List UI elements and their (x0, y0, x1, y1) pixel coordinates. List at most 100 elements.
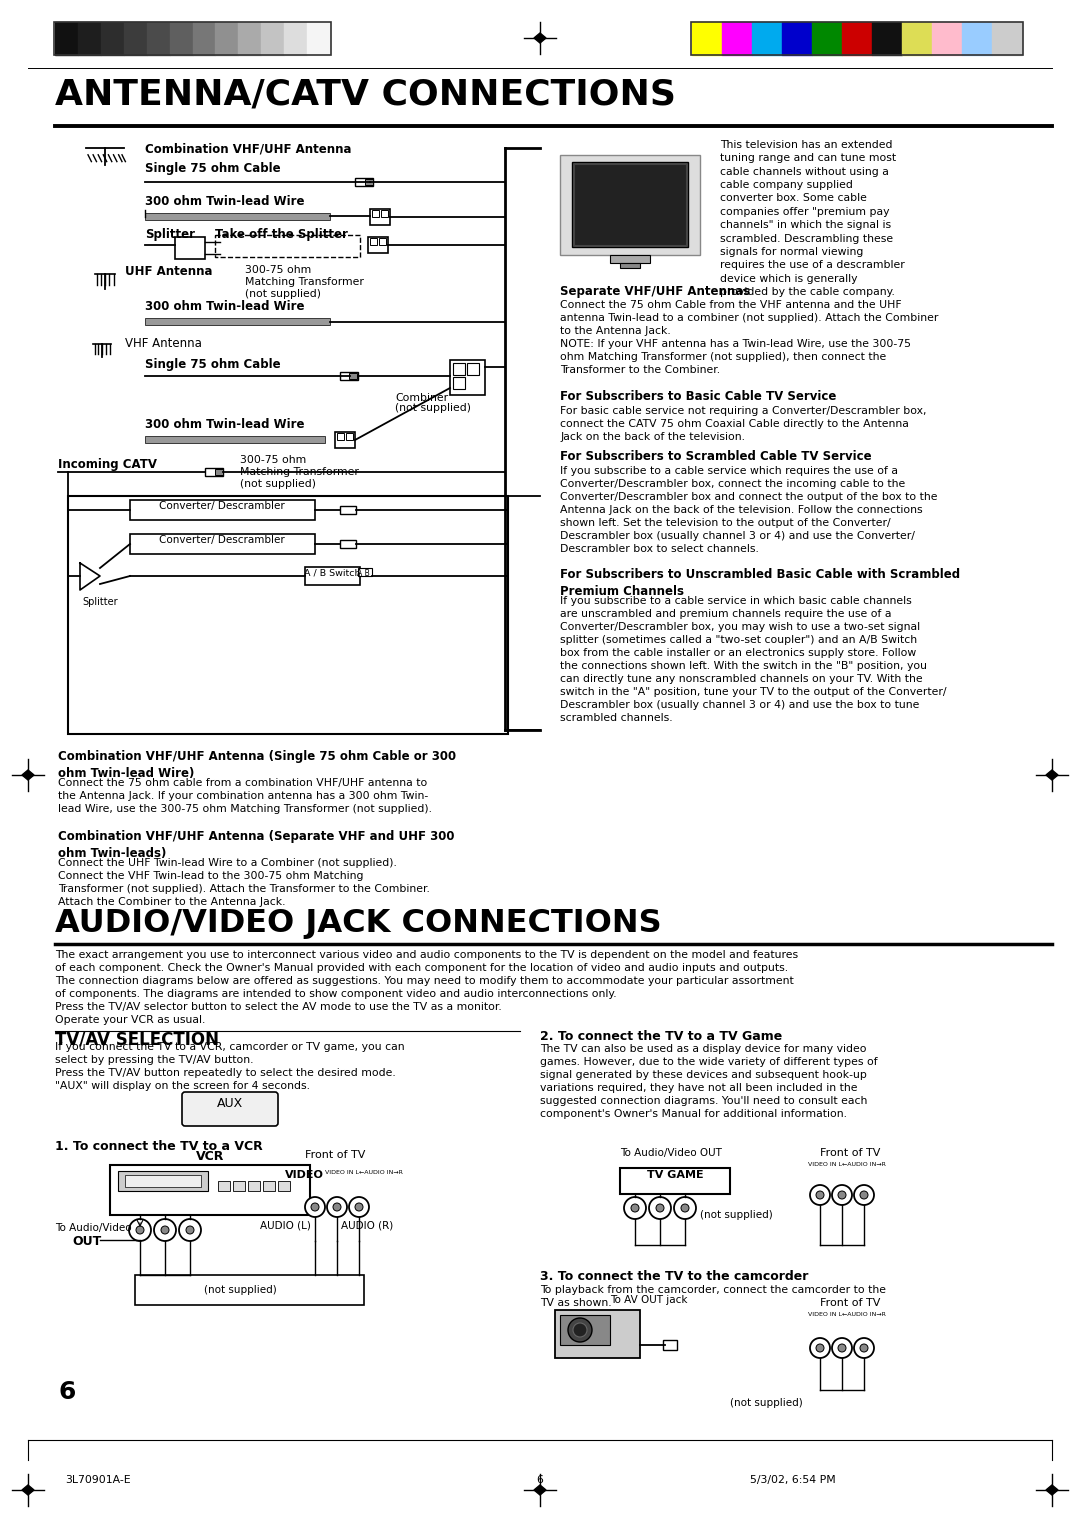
Bar (145, 318, 330, 325)
Circle shape (573, 1323, 588, 1337)
Text: VIDEO IN L←AUDIO IN→R: VIDEO IN L←AUDIO IN→R (808, 1313, 886, 1317)
Polygon shape (1047, 770, 1058, 779)
Text: Matching Transformer: Matching Transformer (245, 277, 364, 287)
Text: AUDIO (R): AUDIO (R) (341, 1221, 393, 1232)
Bar (812, 21, 842, 55)
Text: The connection diagrams below are offered as suggestions. You may need to modify: The connection diagrams below are offere… (55, 976, 794, 999)
Bar (147, 21, 170, 55)
Bar (782, 21, 812, 55)
Bar (145, 212, 330, 220)
Bar (842, 21, 872, 55)
Bar (752, 21, 782, 55)
Circle shape (349, 1196, 369, 1216)
Bar (723, 21, 752, 55)
FancyBboxPatch shape (183, 1093, 278, 1126)
Text: Incoming CATV: Incoming CATV (58, 458, 157, 471)
Text: To AV OUT jack: To AV OUT jack (610, 1296, 688, 1305)
Text: 6: 6 (58, 1380, 76, 1404)
Bar (130, 533, 315, 555)
Circle shape (186, 1225, 194, 1235)
Bar (130, 500, 315, 520)
Bar (145, 435, 325, 443)
Text: Connect the UHF Twin-lead Wire to a Combiner (not supplied).
Connect the VHF Twi: Connect the UHF Twin-lead Wire to a Comb… (58, 859, 430, 908)
Text: 300-75 ohm: 300-75 ohm (240, 455, 307, 465)
Bar (365, 179, 373, 185)
Bar (379, 238, 386, 244)
Bar (54, 21, 330, 55)
Bar (100, 21, 124, 55)
Circle shape (355, 1203, 363, 1212)
Circle shape (854, 1339, 874, 1358)
Bar (610, 255, 650, 263)
Bar (215, 469, 222, 475)
Bar (239, 21, 261, 55)
Bar (453, 364, 465, 374)
Text: (not supplied): (not supplied) (730, 1398, 802, 1407)
Text: 300 ohm Twin-lead Wire: 300 ohm Twin-lead Wire (145, 299, 305, 313)
Circle shape (832, 1186, 852, 1206)
Text: Converter/ Descrambler: Converter/ Descrambler (159, 501, 285, 510)
Bar (467, 364, 480, 374)
Text: Combination VHF/UHF Antenna: Combination VHF/UHF Antenna (145, 144, 351, 156)
Bar (305, 567, 360, 585)
Bar (340, 506, 356, 513)
Bar (381, 209, 388, 217)
Text: Splitter: Splitter (145, 228, 195, 241)
Bar (555, 1309, 640, 1358)
Bar (337, 432, 345, 440)
Bar (902, 21, 932, 55)
Circle shape (333, 1203, 341, 1212)
Bar (278, 1181, 291, 1190)
Bar (561, 1316, 610, 1345)
Text: For basic cable service not requiring a Converter/Descrambler box,
connect the C: For basic cable service not requiring a … (561, 406, 927, 442)
Circle shape (624, 1196, 646, 1219)
Text: The exact arrangement you use to interconnect various video and audio components: The exact arrangement you use to interco… (55, 950, 798, 973)
Circle shape (832, 1339, 852, 1358)
Bar (215, 235, 360, 257)
Bar (370, 209, 390, 225)
Bar (692, 21, 723, 55)
Text: Front of TV: Front of TV (820, 1148, 880, 1158)
Text: VIDEO IN L←AUDIO IN→R: VIDEO IN L←AUDIO IN→R (808, 1161, 886, 1167)
Bar (68, 497, 508, 733)
Bar (55, 21, 78, 55)
Polygon shape (534, 34, 546, 43)
Bar (691, 21, 1023, 55)
Text: VHF Antenna: VHF Antenna (125, 338, 202, 350)
Circle shape (161, 1225, 168, 1235)
Bar (110, 1164, 310, 1215)
Bar (135, 1274, 364, 1305)
Bar (205, 468, 222, 477)
Bar (872, 21, 902, 55)
Bar (357, 568, 372, 576)
Bar (962, 21, 993, 55)
Text: (not supplied): (not supplied) (700, 1210, 773, 1219)
Circle shape (179, 1219, 201, 1241)
Text: If you subscribe to a cable service in which basic cable channels
are unscramble: If you subscribe to a cable service in w… (561, 596, 946, 723)
Text: For Subscribers to Basic Cable TV Service: For Subscribers to Basic Cable TV Servic… (561, 390, 836, 403)
Bar (248, 1181, 260, 1190)
Text: 1. To connect the TV to a VCR: 1. To connect the TV to a VCR (55, 1140, 262, 1154)
Text: 6: 6 (537, 1475, 543, 1485)
Text: Combination VHF/UHF Antenna (Single 75 ohm Cable or 300
ohm Twin-lead Wire): Combination VHF/UHF Antenna (Single 75 o… (58, 750, 456, 779)
Text: (not supplied): (not supplied) (204, 1285, 276, 1296)
Bar (572, 162, 688, 248)
Text: AUX: AUX (217, 1097, 243, 1109)
Bar (335, 432, 355, 448)
Bar (264, 1181, 275, 1190)
Bar (233, 1181, 245, 1190)
Text: 2. To connect the TV to a TV Game: 2. To connect the TV to a TV Game (540, 1030, 782, 1044)
Bar (215, 21, 239, 55)
Text: If you connect the TV to a VCR, camcorder or TV game, you can
select by pressing: If you connect the TV to a VCR, camcorde… (55, 1042, 405, 1065)
Text: Converter/ Descrambler: Converter/ Descrambler (159, 535, 285, 545)
Bar (175, 237, 205, 260)
Text: For Subscribers to Unscrambled Basic Cable with Scrambled
Premium Channels: For Subscribers to Unscrambled Basic Cab… (561, 568, 960, 597)
Text: A / B Switch: A / B Switch (303, 568, 361, 578)
Text: TV/AV SELECTION: TV/AV SELECTION (55, 1030, 219, 1048)
Text: Combiner: Combiner (395, 393, 448, 403)
Bar (663, 1340, 677, 1351)
Text: Combination VHF/UHF Antenna (Separate VHF and UHF 300
ohm Twin-leads): Combination VHF/UHF Antenna (Separate VH… (58, 830, 455, 860)
Bar (118, 1170, 208, 1190)
Text: ANTENNA/CATV CONNECTIONS: ANTENNA/CATV CONNECTIONS (55, 78, 676, 112)
Bar (78, 21, 100, 55)
